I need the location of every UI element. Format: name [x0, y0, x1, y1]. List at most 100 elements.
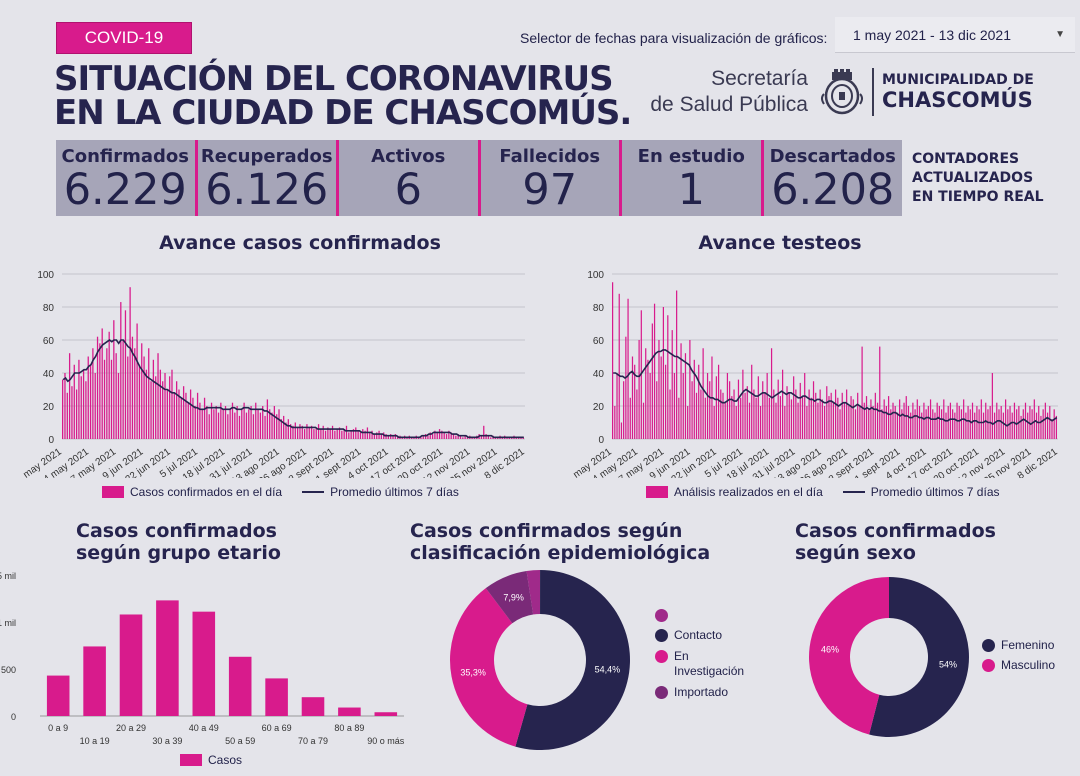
bar [301, 425, 303, 439]
x-tick-label: 60 a 69 [262, 723, 292, 733]
bar [715, 376, 717, 439]
bar [1033, 399, 1035, 439]
bar [278, 409, 280, 439]
bar [73, 364, 75, 439]
counters-bar: Confirmados 6.229 Recuperados 6.126 Acti… [56, 140, 902, 216]
section-title-line: Casos confirmados [795, 520, 996, 542]
bar [127, 356, 129, 439]
bar [1049, 406, 1051, 439]
counter-value: 1 [677, 165, 705, 215]
bar [775, 402, 777, 439]
bar [863, 402, 865, 439]
bar [452, 434, 455, 439]
bar [192, 611, 216, 716]
bar [1046, 412, 1049, 439]
bar [220, 402, 222, 439]
bar [385, 434, 387, 439]
bar [709, 381, 711, 439]
bar [122, 340, 124, 439]
legend-item: En Investigación [655, 649, 754, 679]
counter-value: 6.229 [63, 165, 187, 215]
bar [881, 409, 883, 439]
bar [490, 437, 492, 439]
bar [215, 406, 217, 439]
legend-label: Contacto [674, 628, 723, 642]
etario-chart: 0 500 1 mil 1,5 mil 0 a 9 10 a 19 20 a 29 30 a … [0, 571, 405, 746]
bar [770, 348, 773, 439]
bar [835, 389, 837, 439]
bar [664, 364, 667, 439]
bar [720, 389, 722, 439]
bar [724, 402, 726, 439]
bar [159, 369, 161, 439]
bar [317, 424, 320, 439]
bar [1044, 402, 1046, 439]
bar [967, 406, 969, 439]
bar [1007, 409, 1009, 439]
bar [143, 356, 145, 439]
bar [506, 437, 508, 439]
bar [797, 402, 799, 439]
bar [203, 397, 206, 439]
bar [667, 315, 669, 439]
bar [872, 406, 874, 439]
sexo-legend: Femenino Masculino [982, 638, 1055, 672]
counter-value: 6.208 [771, 165, 895, 215]
bar [457, 434, 459, 439]
page-title-line2: EN LA CIUDAD DE CHASCOMÚS. [54, 93, 632, 133]
bar [494, 437, 497, 439]
bar [315, 427, 317, 439]
bar [910, 412, 912, 439]
counter-value: 97 [522, 165, 578, 215]
bar [702, 348, 704, 439]
bar [148, 348, 150, 439]
bar [341, 430, 343, 439]
bar [801, 396, 804, 439]
slice-label: 46% [821, 645, 839, 655]
date-range-select[interactable]: 1 may 2021 - 13 dic 2021 ▼ [835, 17, 1075, 53]
bar [518, 437, 520, 439]
bar [117, 373, 120, 439]
bar [480, 435, 483, 439]
bar [182, 386, 185, 439]
legend-dot [982, 658, 995, 672]
counter-descartados: Descartados 6.208 [764, 140, 903, 216]
bar [662, 307, 664, 439]
bar [978, 409, 980, 439]
bar [896, 412, 899, 439]
bar [413, 437, 415, 439]
confirmados-legend: Casos confirmados en el día Promedio últ… [102, 485, 459, 499]
bar [87, 356, 89, 439]
bar [497, 437, 499, 439]
bar [870, 399, 872, 439]
bar [485, 434, 487, 439]
bar [998, 409, 1000, 439]
bar [779, 396, 782, 439]
bar [75, 389, 78, 439]
bar [345, 425, 348, 439]
bar [420, 437, 422, 439]
counter-label: Recuperados [200, 146, 333, 167]
bar [313, 429, 315, 439]
bar [938, 406, 940, 439]
bar [508, 437, 510, 439]
bar [1051, 419, 1053, 439]
bar [85, 381, 87, 439]
bar [285, 422, 287, 439]
bar [733, 389, 735, 439]
donut-slice [485, 571, 534, 624]
bar [965, 412, 967, 439]
bar [373, 434, 376, 439]
legend-label: Femenino [1001, 638, 1055, 652]
bar [96, 336, 99, 439]
bar [343, 429, 345, 439]
bar [176, 381, 178, 439]
bar [145, 369, 148, 439]
municipal-crest-icon [821, 69, 863, 115]
bar [788, 392, 790, 439]
bar [810, 397, 812, 439]
y-tick-label: 60 [593, 336, 605, 347]
section-title-line: Casos confirmados [76, 520, 277, 542]
bar [487, 435, 490, 439]
y-tick-label: 80 [593, 303, 605, 314]
